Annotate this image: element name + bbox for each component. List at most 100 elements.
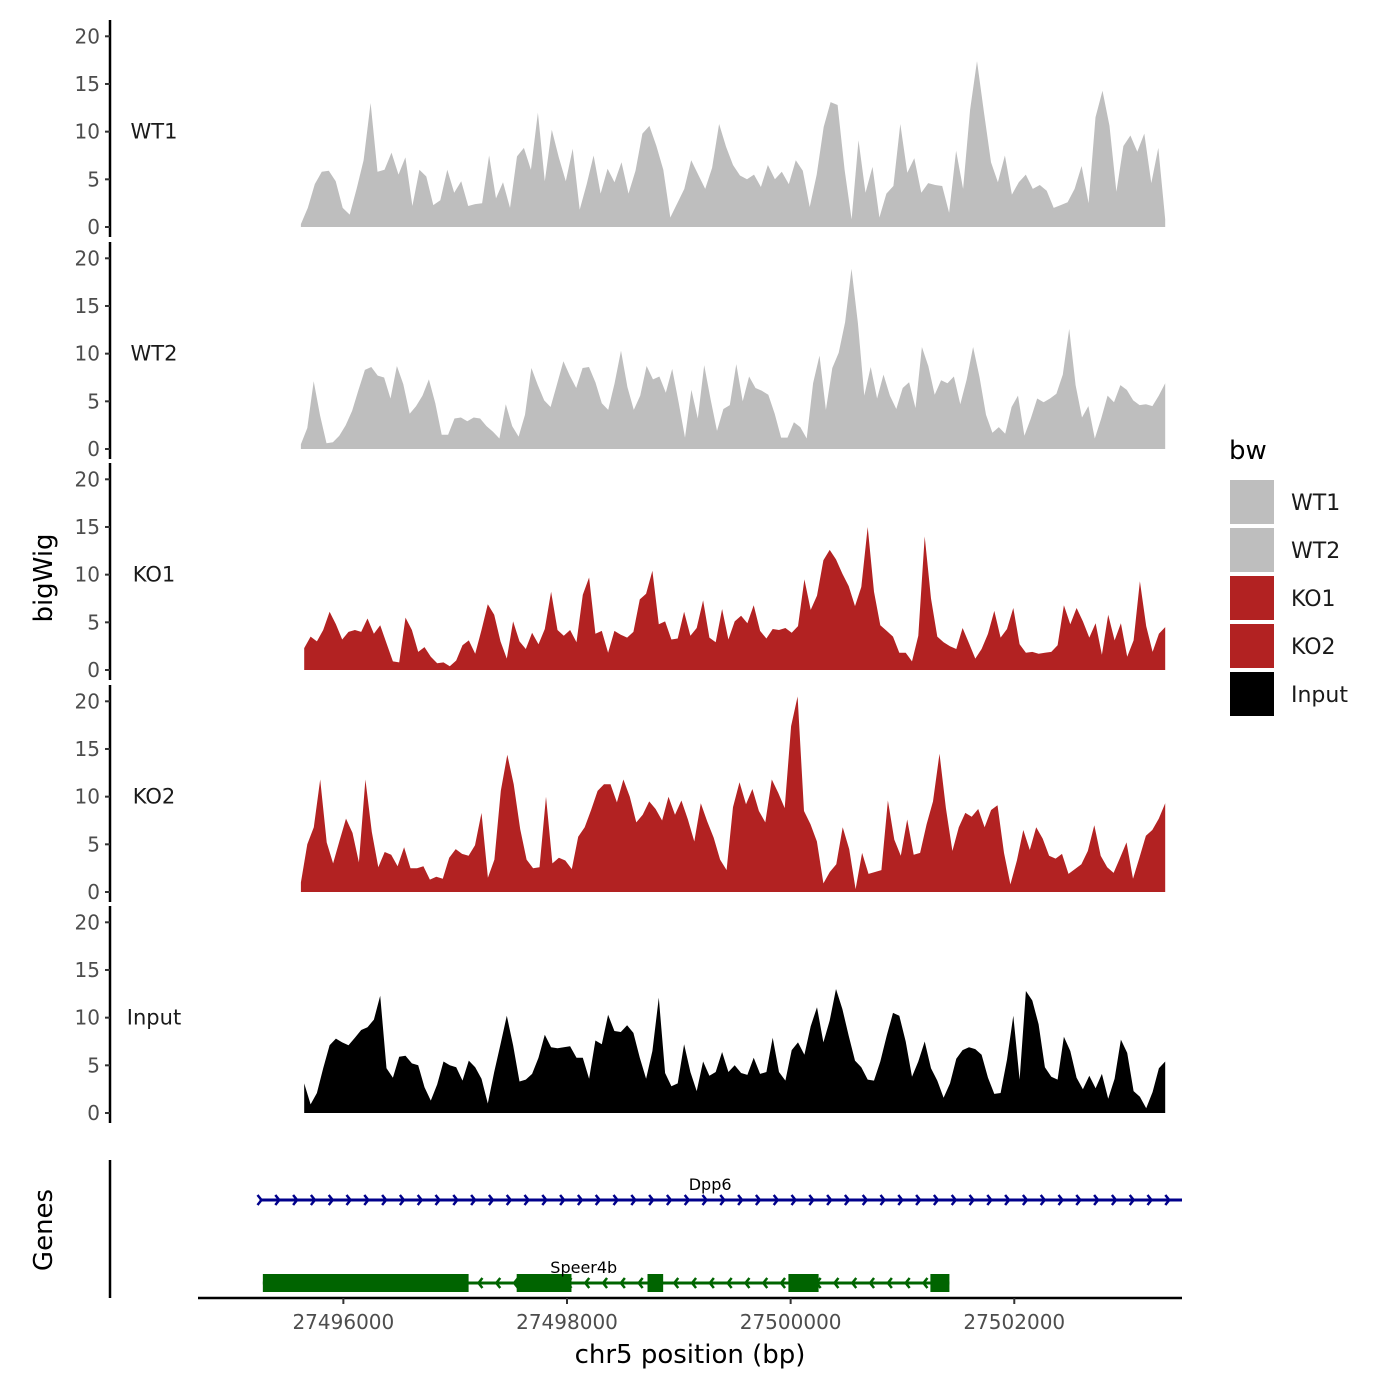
strand-chevron (327, 1194, 335, 1206)
strand-chevron (690, 1277, 698, 1289)
y-tick-label: 10 (75, 785, 100, 809)
gene-track: Dpp6 Speer4b (108, 1160, 1182, 1298)
strand-chevron (559, 1194, 566, 1206)
strand-chevron (726, 1277, 733, 1289)
strand-chevron (1075, 1194, 1082, 1206)
legend-label-input: Input (1291, 683, 1348, 708)
y-tick-label: 0 (87, 1101, 100, 1125)
gene-exon (788, 1274, 819, 1292)
strand-chevron (541, 1194, 548, 1206)
gene-exon (930, 1274, 950, 1292)
strand-chevron (612, 1194, 620, 1206)
strand-chevron (743, 1277, 751, 1289)
strand-chevron (398, 1194, 406, 1206)
x-axis-title: chr5 position (bp) (575, 1340, 806, 1370)
coverage-area-wt2 (300, 268, 1166, 449)
strand-chevron (594, 1194, 602, 1206)
track-label: WT2 (131, 342, 178, 366)
strand-chevron (921, 1277, 929, 1289)
track-label: WT1 (131, 120, 178, 144)
y-tick-label: 0 (87, 880, 100, 904)
gene-speer4b: Speer4b (262, 1258, 950, 1292)
y-tick-label: 10 (75, 342, 100, 366)
y-tick-label: 15 (75, 294, 100, 318)
strand-chevron (648, 1194, 655, 1206)
strand-chevron (826, 1194, 833, 1206)
strand-chevron (850, 1277, 858, 1289)
strand-chevron (274, 1194, 281, 1206)
strand-chevron (950, 1194, 958, 1206)
y-tick-label: 20 (75, 467, 100, 491)
strand-chevron (345, 1194, 353, 1206)
strand-chevron (1039, 1194, 1047, 1206)
strand-chevron (1093, 1194, 1100, 1206)
x-tick-label: 27502000 (963, 1310, 1065, 1334)
strand-chevron (915, 1194, 922, 1206)
strand-chevron (932, 1194, 940, 1206)
strand-chevron (832, 1277, 840, 1289)
strand-chevron (790, 1194, 798, 1206)
y-tick-label: 10 (75, 1006, 100, 1030)
coverage-area-ko2 (300, 696, 1166, 892)
strand-chevron (309, 1194, 317, 1206)
y-tick-label: 20 (75, 246, 100, 270)
gene-exon (262, 1274, 469, 1292)
strand-chevron (737, 1194, 744, 1206)
strand-chevron (470, 1194, 477, 1206)
coverage-area-input (304, 989, 1166, 1113)
strand-chevron (868, 1277, 876, 1289)
strand-chevron (779, 1277, 787, 1289)
strand-chevron (487, 1194, 495, 1206)
y-tick-label: 15 (75, 515, 100, 539)
gene-exon (516, 1274, 572, 1292)
coverage-area-ko1 (304, 527, 1166, 670)
y-tick-label: 20 (75, 689, 100, 713)
y-tick-label: 0 (87, 437, 100, 461)
coverage-area-wt1 (300, 61, 1166, 227)
strand-chevron (897, 1194, 904, 1206)
strand-chevron (701, 1194, 709, 1206)
gene-dpp6: Dpp6 (256, 1175, 1182, 1206)
legend-label-ko1: KO1 (1291, 587, 1336, 612)
x-tick-label: 27496000 (292, 1310, 394, 1334)
legend-swatch-wt1 (1230, 480, 1274, 524)
strand-chevron (619, 1277, 626, 1289)
legend-label-wt1: WT1 (1291, 491, 1340, 516)
x-tick-label: 27498000 (516, 1310, 618, 1334)
track-label: KO1 (133, 563, 176, 587)
gene-exon (647, 1274, 664, 1292)
strand-chevron (583, 1277, 591, 1289)
y-tick-label: 5 (87, 1053, 100, 1077)
strand-chevron (1110, 1194, 1118, 1206)
genes-axis-title: Genes (29, 1189, 59, 1271)
strand-chevron (494, 1277, 502, 1289)
strand-chevron (754, 1194, 762, 1206)
legend-label-ko2: KO2 (1291, 635, 1336, 660)
strand-chevron (1004, 1194, 1011, 1206)
strand-chevron (672, 1277, 680, 1289)
strand-chevron (665, 1194, 673, 1206)
y-tick-label: 0 (87, 215, 100, 239)
y-tick-label: 0 (87, 658, 100, 682)
strand-chevron (476, 1277, 484, 1289)
strand-chevron (523, 1194, 531, 1206)
y-tick-label: 10 (75, 120, 100, 144)
strand-chevron (363, 1194, 370, 1206)
y-tick-label: 5 (87, 167, 100, 191)
coverage-tracks: 0 5 10 15 20 WT1 0 5 10 15 20 WT2 0 5 10 15 20 KO1 0 5 10 15 2… (75, 20, 1166, 1125)
legend-swatch-ko2 (1230, 624, 1274, 668)
y-tick-label: 5 (87, 832, 100, 856)
strand-chevron (879, 1194, 887, 1206)
legend-swatch-input (1230, 672, 1274, 716)
strand-chevron (968, 1194, 976, 1206)
strand-chevron (637, 1277, 644, 1289)
legend-title: bw (1229, 436, 1267, 466)
track-input: 0 5 10 15 20 Input (75, 906, 1166, 1125)
legend-swatch-ko1 (1230, 576, 1274, 620)
gene-label: Speer4b (550, 1258, 617, 1277)
y-tick-label: 5 (87, 610, 100, 634)
strand-chevron (1128, 1194, 1136, 1206)
strand-chevron (1057, 1194, 1065, 1206)
strand-chevron (601, 1277, 609, 1289)
